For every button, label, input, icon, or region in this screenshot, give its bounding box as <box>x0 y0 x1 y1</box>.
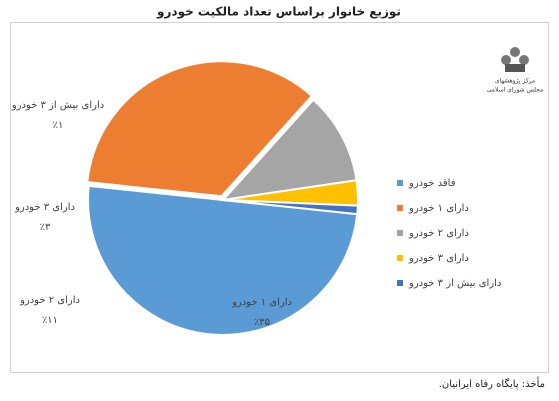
data-label-value: ٪۳۵ <box>254 317 270 328</box>
legend-label: دارای ۱ خودرو <box>408 203 469 214</box>
data-label-category: دارای ۲ خودرو <box>19 295 80 306</box>
legend-swatch <box>397 230 403 236</box>
logo-shape <box>510 47 520 57</box>
logo: مرکز پژوهشهای مجلس شورای اسلامی <box>487 47 543 94</box>
source-note: مأخذ: پایگاه رفاه ایرانیان. <box>439 376 545 390</box>
data-label-value: ٪۱۱ <box>42 315 58 326</box>
legend-label: دارای ۳ خودرو <box>408 253 469 264</box>
pie-slice <box>222 199 359 216</box>
data-label-category: دارای ۱ خودرو <box>231 297 292 308</box>
legend-swatch <box>397 205 403 211</box>
legend-swatch <box>397 280 403 286</box>
data-label-category: دارای بیش از ۳ خودرو <box>11 100 104 111</box>
legend-label: دارای بیش از ۳ خودرو <box>408 278 501 289</box>
legend-swatch <box>397 180 403 186</box>
pie-slice <box>220 98 358 202</box>
logo-text: مرکز پژوهشهای <box>495 78 535 85</box>
logo-text: مجلس شورای اسلامی <box>487 87 543 94</box>
data-label-category: دارای ۳ خودرو <box>14 202 75 213</box>
legend-swatch <box>397 255 403 261</box>
legend-label: فاقد خودرو <box>408 178 456 189</box>
data-label-value: ٪۱ <box>53 120 64 131</box>
logo-shape <box>501 55 511 65</box>
logo-shape <box>505 64 525 72</box>
chart-title: توزیع خانوار براساس تعداد مالکیت خودرو <box>156 5 401 20</box>
pie-slice <box>87 184 359 336</box>
pie-slice <box>86 60 314 198</box>
data-label-value: ٪۳ <box>40 222 51 233</box>
logo-shape <box>519 55 529 65</box>
legend-label: دارای ۲ خودرو <box>408 228 469 239</box>
